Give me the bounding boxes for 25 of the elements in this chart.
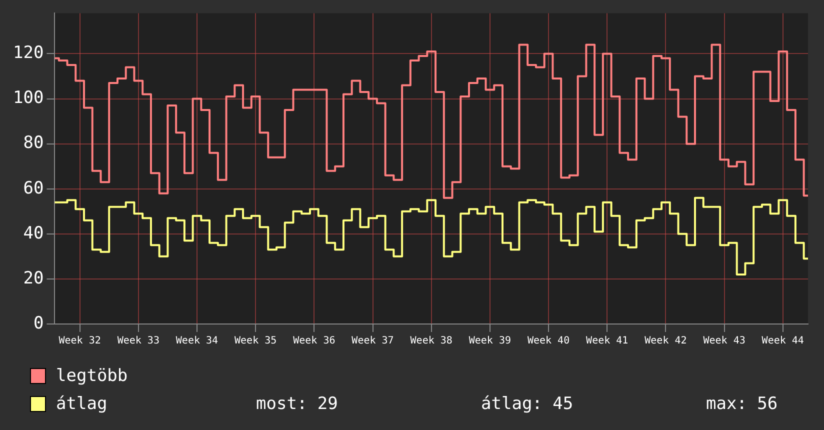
- x-tick-label: Week 44: [762, 336, 804, 347]
- x-tick-label: Week 33: [117, 336, 160, 347]
- y-tick-label: 80: [23, 133, 44, 154]
- y-tick-label: 40: [23, 223, 44, 244]
- x-tick-label: Week 42: [644, 336, 687, 347]
- legend-label: átlag: [56, 393, 108, 416]
- x-tick-label: Week 39: [468, 336, 512, 347]
- x-tick-label: Week 40: [527, 336, 570, 347]
- x-tick-label: Week 36: [293, 336, 336, 347]
- x-tick-label: Week 34: [176, 336, 218, 347]
- text: átlag: 45: [481, 393, 574, 416]
- y-tick-label: 20: [23, 268, 44, 288]
- x-tick-label: Week 43: [703, 336, 746, 347]
- x-tick-label: Week 38: [410, 336, 452, 347]
- x-tick-label: Week 35: [234, 336, 277, 347]
- y-tick-label: 100: [12, 88, 44, 108]
- y-tick-label: 120: [12, 43, 44, 64]
- y-tick-label: 0: [33, 313, 44, 334]
- x-tick-label: Week 41: [586, 336, 628, 347]
- x-tick-label: Week 37: [352, 336, 394, 347]
- text: most: 29: [256, 393, 339, 416]
- text: max: 56: [706, 393, 779, 416]
- legend-label: legtöbb: [56, 365, 129, 388]
- x-tick-label: Week 32: [58, 336, 101, 347]
- y-tick-label: 60: [23, 178, 44, 198]
